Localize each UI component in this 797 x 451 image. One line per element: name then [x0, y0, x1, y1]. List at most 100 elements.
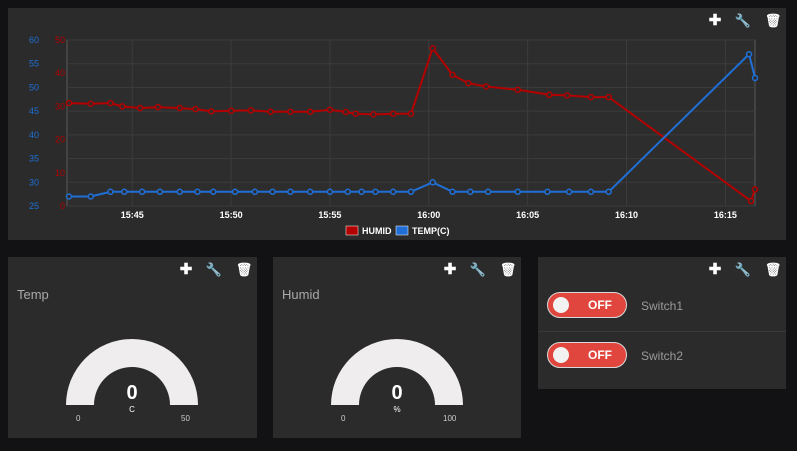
temp-gauge-min: 0 [76, 414, 81, 423]
x-tick-label: 15:55 [318, 210, 341, 220]
data-point [342, 108, 350, 116]
trash-icon[interactable]: 🗑 [764, 262, 782, 277]
switch2-toggle[interactable]: OFF [547, 342, 627, 368]
data-point [747, 197, 755, 205]
temp-gauge-unit: C [129, 405, 135, 414]
humid-gauge-pane: ✚ 🔧 🗑 Humid 0 % 0 100 [273, 257, 521, 438]
humid-gauge-arc [331, 339, 463, 405]
switch-pane: ✚ 🔧 🗑 OFF Switch1 OFF Switch2 [538, 257, 786, 389]
data-point [306, 188, 314, 196]
data-point [389, 110, 397, 117]
legend-swatch [345, 225, 359, 236]
data-point [326, 106, 334, 113]
x-tick-label: 16:10 [615, 210, 638, 220]
data-point [208, 108, 215, 115]
data-point [267, 108, 274, 115]
data-point [372, 188, 379, 196]
data-point [119, 103, 126, 110]
temp-pane-header: ✚ 🔧 🗑 [8, 257, 257, 283]
plus-icon[interactable]: ✚ [179, 261, 193, 278]
x-tick-label: 16:05 [516, 210, 539, 220]
temp-gauge-max: 50 [181, 414, 190, 423]
data-point [449, 71, 456, 79]
data-point [87, 193, 94, 200]
data-point [467, 188, 474, 196]
trash-icon[interactable]: 🗑 [235, 262, 253, 277]
plus-icon[interactable]: ✚ [708, 261, 722, 278]
trash-icon[interactable]: 🗑 [764, 13, 782, 28]
data-point [121, 188, 128, 196]
switch1-label: Switch1 [641, 299, 684, 313]
switch2-state: OFF [588, 348, 612, 362]
humid-gauge-min: 0 [341, 414, 346, 423]
y-right-tick-label: 50 [55, 35, 65, 45]
data-point [176, 104, 183, 112]
data-point [65, 193, 73, 200]
plot-area [66, 39, 756, 207]
data-point [138, 188, 146, 196]
data-point [429, 179, 436, 186]
y-right-tick-label: 0 [60, 201, 65, 211]
humid-gauge-max: 100 [443, 414, 457, 423]
data-point [65, 99, 73, 107]
data-point [465, 79, 472, 87]
wrench-icon[interactable]: 🔧 [734, 13, 752, 28]
data-point [247, 107, 255, 114]
wrench-icon[interactable]: 🔧 [205, 262, 223, 277]
wrench-icon[interactable]: 🔧 [734, 262, 752, 277]
data-point [306, 108, 314, 115]
legend-swatch [395, 225, 409, 236]
data-point [546, 91, 553, 99]
data-point [745, 50, 753, 58]
data-point [136, 104, 144, 112]
x-tick-label: 16:00 [417, 210, 440, 220]
switch-knob [553, 347, 569, 363]
line-chart: 60 55 50 45 40 35 30 25 50 40 30 20 10 0 15:45 15:50 15:… [29, 35, 759, 236]
switch1-state: OFF [588, 298, 612, 312]
x-tick-label: 16:15 [714, 210, 737, 220]
data-point [484, 188, 492, 196]
data-point [407, 188, 415, 196]
data-point [544, 188, 551, 196]
switch-row: OFF Switch2 [538, 331, 786, 381]
legend-label: TEMP(C) [412, 226, 450, 236]
data-point [389, 188, 397, 196]
data-point [429, 45, 436, 52]
humid-gauge-unit: % [393, 405, 401, 414]
data-point [176, 188, 183, 196]
plus-icon[interactable]: ✚ [708, 12, 722, 29]
trash-icon[interactable]: 🗑 [499, 262, 517, 277]
data-point [107, 99, 114, 107]
data-point [194, 188, 201, 196]
data-point [231, 188, 239, 196]
data-point [87, 100, 94, 107]
data-point [482, 83, 490, 90]
y-left-tick-label: 25 [29, 201, 39, 211]
y-right-tick-label: 10 [55, 168, 65, 178]
data-point [358, 188, 365, 196]
data-point [287, 188, 294, 196]
y-left-tick-label: 50 [29, 82, 39, 92]
switch-divider [538, 331, 786, 332]
humid-gauge-value: 0 [391, 382, 403, 404]
switch1-toggle[interactable]: OFF [547, 292, 627, 318]
y-right-tick-label: 20 [55, 135, 65, 145]
x-tick-label: 15:45 [121, 210, 144, 220]
humid-gauge-title: Humid [282, 287, 320, 302]
humid-pane-header: ✚ 🔧 🗑 [273, 257, 521, 283]
data-point [449, 188, 456, 196]
y-left-tick-label: 45 [29, 106, 39, 116]
y-left-tick-label: 40 [29, 130, 39, 140]
plus-icon[interactable]: ✚ [443, 261, 457, 278]
data-point [587, 93, 595, 101]
data-point [326, 188, 334, 196]
data-point [344, 188, 351, 196]
data-point [605, 188, 612, 196]
data-point [156, 188, 164, 196]
data-point [107, 188, 114, 196]
data-point [251, 188, 259, 196]
temp-gauge-title: Temp [17, 287, 49, 302]
data-point [269, 188, 276, 196]
data-point [587, 188, 595, 196]
wrench-icon[interactable]: 🔧 [469, 262, 487, 277]
